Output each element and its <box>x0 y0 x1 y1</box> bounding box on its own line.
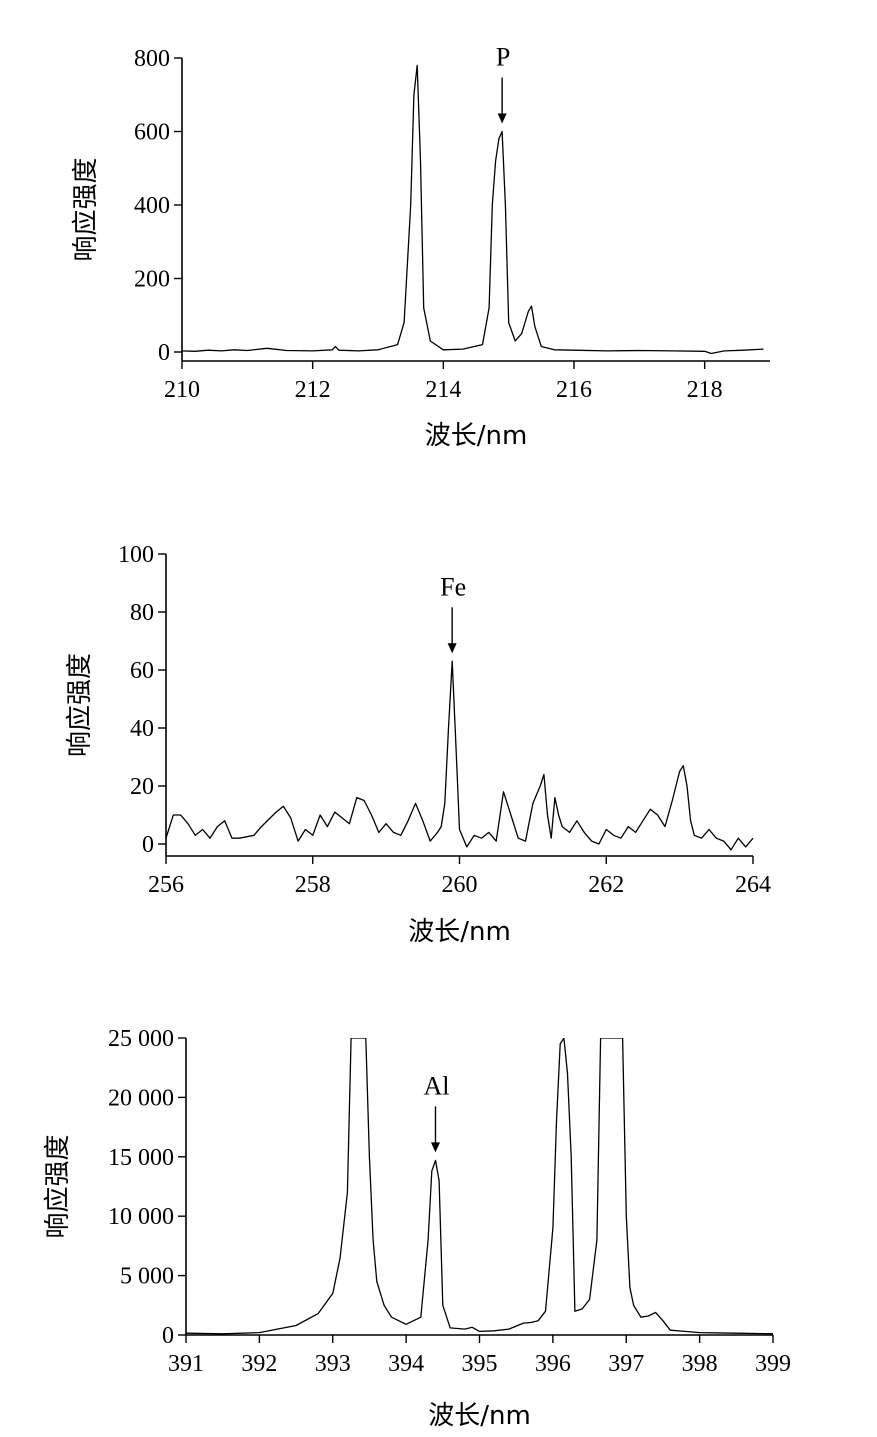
x-tick-label: 396 <box>535 1351 571 1377</box>
x-tick-label: 256 <box>148 872 184 898</box>
y-tick-label: 0 <box>158 340 170 366</box>
x-tick-label: 392 <box>241 1351 277 1377</box>
y-tick-label: 400 <box>134 193 170 219</box>
y-axis-title: 响应强度 <box>65 653 95 757</box>
y-tick-label: 60 <box>130 658 154 684</box>
y-tick-label: 25 000 <box>108 1026 174 1052</box>
x-tick-label: 264 <box>735 872 771 898</box>
y-tick-label: 80 <box>130 600 154 626</box>
peak-label: P <box>496 43 510 72</box>
x-tick-label: 216 <box>556 377 592 403</box>
x-tick-label: 399 <box>755 1351 791 1377</box>
y-tick-label: 0 <box>142 832 154 858</box>
spectrum-line <box>182 64 764 355</box>
y-tick-label: 20 000 <box>108 1085 174 1111</box>
x-tick-label: 395 <box>462 1351 498 1377</box>
x-tick-label: 393 <box>315 1351 351 1377</box>
y-tick-label: 10 000 <box>108 1204 174 1230</box>
chart-panel-fe: 0 20 40 60 80 100 256 258 260 262 264 波长/nm 响应强度 Fe <box>65 542 771 947</box>
x-tick-label: 258 <box>295 872 331 898</box>
y-tick-label: 600 <box>134 120 170 146</box>
y-tick-label: 800 <box>134 46 170 72</box>
y-tick-label: 15 000 <box>108 1145 174 1171</box>
peak-label: Al <box>423 1071 449 1100</box>
x-tick-label: 260 <box>442 872 478 898</box>
peak-arrow-head <box>497 113 507 124</box>
spectrum-line <box>166 660 754 851</box>
y-axis-title: 响应强度 <box>71 157 101 261</box>
x-tick-label: 397 <box>608 1351 644 1377</box>
x-tick-label: 262 <box>588 872 624 898</box>
peak-arrow-head <box>447 643 457 654</box>
y-tick-label: 20 <box>130 774 154 800</box>
spectrum-line <box>186 1038 774 1335</box>
x-tick-label: 218 <box>687 377 723 403</box>
y-tick-label: 200 <box>134 267 170 293</box>
y-tick-label: 0 <box>162 1323 174 1349</box>
chart-panel-p: 0 200 400 600 800 210 212 214 216 218 波长/nm 响应强度 P <box>71 43 770 451</box>
x-axis-title: 波长/nm <box>408 917 511 947</box>
y-tick-label: 100 <box>118 542 154 568</box>
y-axis-title: 响应强度 <box>43 1134 73 1238</box>
y-tick-label: 40 <box>130 716 154 742</box>
x-tick-label: 394 <box>388 1351 424 1377</box>
x-tick-label: 398 <box>682 1351 718 1377</box>
x-axis-title: 波长/nm <box>425 421 528 451</box>
y-tick-label: 5 000 <box>120 1264 174 1290</box>
x-tick-label: 212 <box>295 377 331 403</box>
x-tick-label: 391 <box>168 1351 204 1377</box>
x-axis-title: 波长/nm <box>428 1401 531 1431</box>
x-tick-label: 210 <box>164 377 200 403</box>
peak-label: Fe <box>440 572 466 601</box>
x-tick-label: 214 <box>425 377 461 403</box>
chart-panel-al: 0 5 000 10 000 15 000 20 000 25 000 391 392 393 3… <box>43 1026 791 1431</box>
peak-arrow-head <box>430 1142 440 1153</box>
